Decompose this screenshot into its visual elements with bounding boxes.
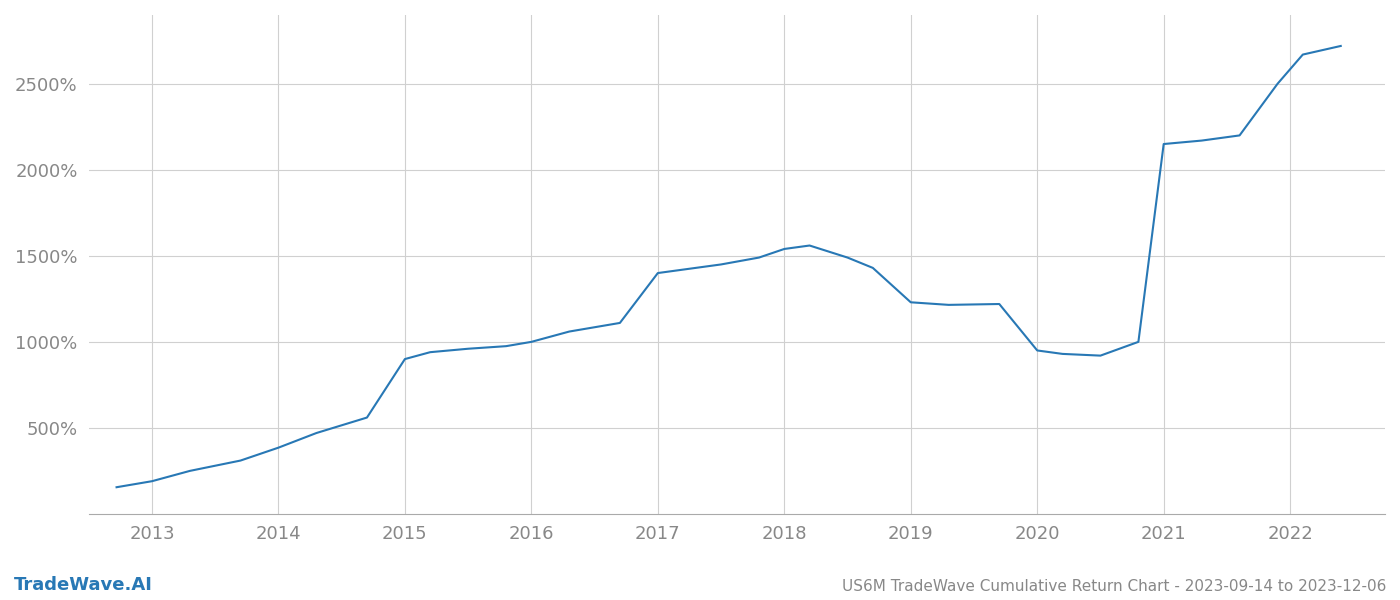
Text: US6M TradeWave Cumulative Return Chart - 2023-09-14 to 2023-12-06: US6M TradeWave Cumulative Return Chart -… — [841, 579, 1386, 594]
Text: TradeWave.AI: TradeWave.AI — [14, 576, 153, 594]
